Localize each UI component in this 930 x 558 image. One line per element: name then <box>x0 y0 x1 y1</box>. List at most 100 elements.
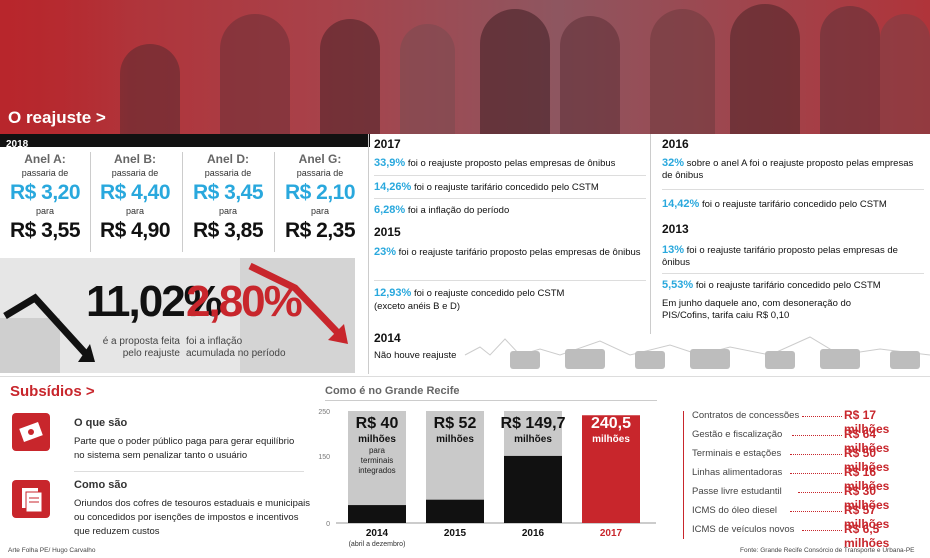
cost-value: R$ 16 milhões <box>844 465 890 493</box>
credit-art: Arte Folha PE/ Hugo Carvalho <box>8 547 96 554</box>
divider <box>374 198 646 199</box>
fact-text: foi o reajuste tarifário concedido pelo … <box>699 199 887 210</box>
divider <box>74 471 304 472</box>
ring-name: Anel D: <box>207 152 249 166</box>
bar-note: para <box>369 446 386 455</box>
fact-text: foi o reajuste tarifário concedido pelo … <box>411 182 599 193</box>
crowd-figure <box>220 14 290 134</box>
crowd-figure <box>560 16 620 134</box>
ring-from: R$ 4,40 <box>99 181 171 204</box>
fact-pct: 5,53% <box>662 279 694 291</box>
stat-inflation-value: 2,80% <box>186 277 303 326</box>
chart-title-rule <box>325 400 657 401</box>
ring-name: Anel A: <box>24 152 66 166</box>
bar-unit-label: milhões <box>436 434 474 445</box>
fact-2017-3: 6,28% foi a inflação do período <box>374 204 646 217</box>
divider <box>0 376 930 377</box>
crowd-figure <box>400 24 455 134</box>
cost-label: ICMS de veículos novos <box>692 524 798 535</box>
bar <box>348 505 406 523</box>
ring-para: para <box>125 206 144 216</box>
ring-card: Anel A: passaria de R$ 3,20 para R$ 3,55 <box>0 150 90 258</box>
bar <box>582 415 640 523</box>
crowd-figure <box>480 9 550 134</box>
fact-2016-2: 14,42% foi o reajuste tarifário concedid… <box>662 198 924 211</box>
stat-inflation-caption2: acumulada no período <box>186 348 286 359</box>
ring-passaria: passaria de <box>21 168 69 178</box>
cost-item: Gestão e fiscalização R$ 64 milhões <box>672 424 922 455</box>
stats-panel: 11,02% é a proposta feita pelo reajuste … <box>0 258 355 373</box>
bar-note: integrados <box>358 466 395 475</box>
cost-list: Contratos de concessões R$ 17 milhões Ge… <box>672 405 922 550</box>
fact-text: foi a inflação do período <box>405 205 510 216</box>
column-divider <box>368 134 369 374</box>
bar-unit-label: milhões <box>592 434 630 445</box>
crowd-figure <box>120 44 180 134</box>
cost-item: ICMS de veículos novos R$ 6,5 milhões <box>672 519 922 550</box>
x-tick-label: 2014 <box>366 528 389 539</box>
crowd-figure <box>880 14 930 134</box>
stat-proposal-value: 11,02% <box>86 277 223 326</box>
bar <box>504 455 562 523</box>
ring-to: R$ 3,85 <box>192 219 264 242</box>
y-tick-label: 250 <box>318 409 330 416</box>
cost-item: Terminais e estações R$ 50 milhões <box>672 443 922 474</box>
divider <box>374 175 646 176</box>
bar-value-label: R$ 40 <box>356 415 399 432</box>
bar-unit-label: milhões <box>358 434 396 445</box>
year-2016: 2016 <box>662 137 689 151</box>
ring-card: Anel G: passaria de R$ 2,10 para R$ 2,35 <box>275 150 365 258</box>
fact-2013-1: 13% foi o reajuste tarifário proposto pe… <box>662 244 924 269</box>
bracket-line <box>683 411 684 539</box>
fact-text: foi o reajuste tarifário proposto pelas … <box>662 245 898 268</box>
ring-passaria: passaria de <box>296 168 344 178</box>
bar-value-label: 240,5 <box>591 415 631 432</box>
leader <box>792 435 842 436</box>
cost-label: Passe livre estudantil <box>692 486 785 497</box>
fact-pct: 14,42% <box>662 198 700 210</box>
cost-item: Contratos de concessões R$ 17 milhões <box>672 405 922 436</box>
x-tick-label: 2015 <box>444 528 467 539</box>
cost-value: R$ 6,5 milhões <box>844 522 890 550</box>
year-2015: 2015 <box>374 225 401 239</box>
fact-text: foi o reajuste tarifário proposto pelas … <box>396 247 641 258</box>
bar <box>426 499 484 523</box>
cost-label: Gestão e fiscalização <box>692 429 786 440</box>
ring-name: Anel G: <box>298 152 342 166</box>
ring-para: para <box>35 206 54 216</box>
leader <box>802 530 842 531</box>
fact-2013-2: 5,53% foi o reajuste tarifário concedido… <box>662 279 924 292</box>
ring-para: para <box>218 206 237 216</box>
section-title-subsidios: Subsídios > <box>10 383 95 400</box>
fact-text: sobre o anel A foi o reajuste proposto p… <box>662 158 914 181</box>
road-shade <box>0 0 130 134</box>
documents-icon <box>12 480 50 518</box>
fact-2017-2: 14,26% foi o reajuste tarifário concedid… <box>374 181 646 194</box>
divider <box>662 273 924 274</box>
cost-item: Linhas alimentadoras R$ 16 milhões <box>672 462 922 493</box>
leader <box>790 454 842 455</box>
fact-pct: 33,9% <box>374 157 406 169</box>
divider <box>374 280 646 281</box>
divider <box>182 152 183 252</box>
year-2017: 2017 <box>374 137 401 151</box>
ring-passaria: passaria de <box>111 168 159 178</box>
bar-unit-label: milhões <box>514 434 552 445</box>
y-tick-label: 0 <box>326 521 330 528</box>
bar-note: terminais <box>361 456 393 465</box>
fact-2015-2: 12,93% foi o reajuste concedido pelo CST… <box>374 287 646 300</box>
cost-label: Terminais e estações <box>692 448 785 459</box>
fact-2017-1: 33,9% foi o reajuste proposto pelas empr… <box>374 157 646 170</box>
cost-value: R$ 64 milhões <box>844 427 890 455</box>
cost-label: ICMS do óleo diesel <box>692 505 781 516</box>
cost-item: Passe livre estudantil R$ 30 milhões <box>672 481 922 512</box>
fact-2015-note: (exceto anéis B e D) <box>374 301 461 312</box>
fact-2015-1: 23% foi o reajuste tarifário proposto pe… <box>374 246 646 259</box>
cost-value: R$ 17 milhões <box>844 408 890 436</box>
divider <box>274 152 275 252</box>
fact-pct: 23% <box>374 246 397 258</box>
fact-pct: 13% <box>662 244 685 256</box>
x-tick-label: 2017 <box>600 528 623 539</box>
leader <box>790 473 842 474</box>
city-skyline <box>464 336 930 369</box>
